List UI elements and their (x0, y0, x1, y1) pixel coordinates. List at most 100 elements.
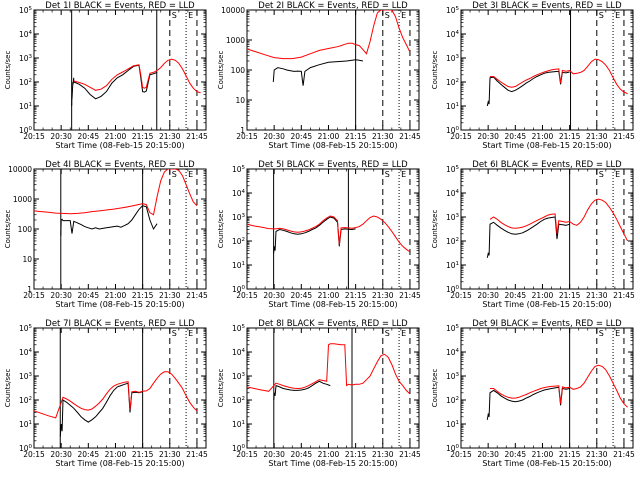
x-axis-label: Start Time (08-Feb-15 20:15:00) (268, 141, 397, 150)
x-tick-label: 21:45 (613, 291, 635, 300)
x-tick-label: 21:00 (532, 132, 554, 141)
marker-letter: E (188, 170, 193, 179)
x-tick-label: 20:45 (505, 132, 527, 141)
marker-letter: S (172, 11, 177, 20)
x-tick-label: 21:00 (105, 450, 127, 459)
marker-letter: E (615, 329, 620, 338)
y-tick-label: 101 (232, 420, 245, 429)
chart-title: Det 5I BLACK = Events, RED = LLD (258, 160, 408, 170)
series-group (486, 58, 628, 107)
x-axis-label: Start Time (08-Feb-15 20:15:00) (482, 459, 611, 468)
series-group (247, 343, 411, 401)
y-tick-label: 105 (19, 6, 33, 15)
detector-panel-7: Det 7I BLACK = Events, RED = LLD 100 101 10… (4, 319, 208, 468)
x-tick-label: 21:45 (399, 132, 421, 141)
events-series-line (59, 382, 143, 437)
y-axis-label: Counts/sec (4, 210, 12, 249)
plot-frame (33, 168, 207, 290)
series-group (486, 364, 628, 420)
y-tick-label: 102 (19, 78, 32, 87)
x-tick-label: 21:45 (186, 291, 208, 300)
x-tick-label: 21:45 (613, 450, 635, 459)
x-tick-label: 21:30 (159, 132, 181, 141)
chart-title: Det 2I BLACK = Events, RED = LLD (258, 1, 408, 11)
x-tick-label: 20:30 (50, 450, 72, 459)
lld-series-line (490, 58, 628, 95)
y-tick-label: 1000 (13, 195, 32, 204)
y-tick-label: 104 (19, 348, 33, 357)
y-tick-label: 1 (240, 126, 245, 135)
y-tick-label: 10 (235, 96, 245, 105)
x-tick-label: 20:45 (505, 291, 527, 300)
x-tick-label: 20:15 (236, 450, 258, 459)
x-tick-label: 21:00 (532, 450, 554, 459)
chart-title: Det 4I BLACK = Events, RED = LLD (45, 160, 195, 170)
y-tick-label: 100 (232, 285, 246, 294)
x-tick-label: 21:30 (372, 450, 394, 459)
y-tick-label: 101 (19, 102, 32, 111)
lld-series-line (247, 343, 411, 395)
x-tick-label: 20:30 (263, 450, 285, 459)
y-tick-label: 101 (232, 261, 245, 270)
x-tick-label: 20:15 (450, 450, 472, 459)
chart-title: Det 9I BLACK = Events, RED = LLD (472, 319, 622, 329)
x-tick-label: 21:15 (559, 450, 581, 459)
x-tick-label: 21:15 (559, 132, 581, 141)
y-tick-label: 1 (27, 285, 32, 294)
x-tick-label: 20:45 (505, 450, 527, 459)
y-tick-label: 103 (232, 213, 246, 222)
x-tick-label: 21:00 (318, 450, 340, 459)
y-tick-label: 105 (446, 324, 460, 333)
events-series-line (60, 205, 158, 236)
x-tick-label: 20:45 (78, 450, 100, 459)
x-tick-label: 21:00 (105, 291, 127, 300)
y-tick-label: 104 (232, 189, 246, 198)
y-tick-label: 100 (446, 285, 460, 294)
x-tick-label: 21:00 (318, 291, 340, 300)
events-series-line (273, 216, 356, 254)
y-tick-label: 104 (446, 348, 460, 357)
marker-letter: S (599, 329, 604, 338)
x-tick-label: 20:15 (23, 291, 45, 300)
plot-frame (460, 168, 634, 290)
x-tick-label: 21:15 (345, 132, 367, 141)
detector-panel-5: Det 5I BLACK = Events, RED = LLD 100 101 10… (217, 160, 421, 309)
y-tick-label: 101 (19, 420, 32, 429)
x-tick-label: 21:45 (399, 450, 421, 459)
x-tick-label: 21:15 (345, 291, 367, 300)
x-tick-label: 20:15 (23, 450, 45, 459)
x-tick-label: 20:45 (291, 132, 313, 141)
x-tick-label: 21:30 (159, 450, 181, 459)
y-tick-label: 100 (232, 444, 246, 453)
plot-frame (460, 9, 634, 131)
detector-panel-8: Det 8I BLACK = Events, RED = LLD 100 101 10… (217, 319, 421, 468)
x-tick-label: 20:30 (50, 291, 72, 300)
y-tick-label: 105 (446, 165, 460, 174)
y-tick-label: 102 (446, 396, 459, 405)
y-tick-label: 103 (446, 54, 460, 63)
y-tick-label: 100 (446, 444, 460, 453)
x-tick-label: 21:30 (586, 291, 608, 300)
events-series-line (486, 70, 570, 107)
plot-frame (246, 168, 420, 290)
y-tick-label: 100 (19, 444, 33, 453)
marker-letter: S (172, 329, 177, 338)
marker-letter: E (188, 11, 193, 20)
x-tick-label: 21:15 (132, 450, 154, 459)
lld-series-line (34, 371, 198, 419)
x-axis-label: Start Time (08-Feb-15 20:15:00) (482, 300, 611, 309)
marker-letter: E (401, 11, 406, 20)
lld-series-line (490, 364, 628, 408)
y-tick-label: 105 (446, 6, 460, 15)
y-tick-label: 103 (232, 372, 246, 381)
x-tick-label: 21:15 (132, 291, 154, 300)
x-tick-label: 21:30 (372, 132, 394, 141)
y-tick-label: 103 (446, 213, 460, 222)
x-tick-label: 21:45 (186, 450, 208, 459)
x-tick-label: 20:30 (50, 132, 72, 141)
y-tick-label: 102 (446, 237, 459, 246)
x-tick-label: 21:00 (318, 132, 340, 141)
events-series-line (486, 216, 570, 258)
series-group (34, 371, 198, 437)
y-axis-label: Counts/sec (431, 210, 439, 249)
